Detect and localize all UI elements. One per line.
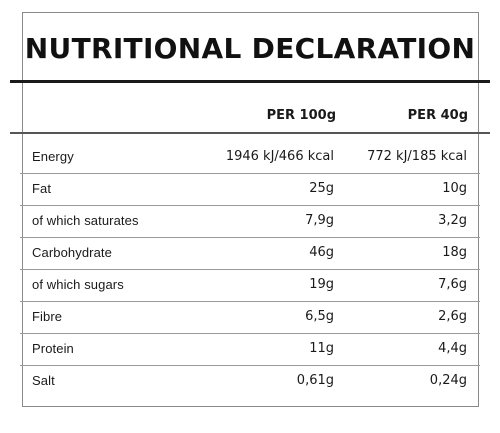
row-divider <box>20 333 480 334</box>
nutrient-label: of which saturates <box>32 213 139 228</box>
value-per-40g: 18g <box>442 245 467 260</box>
nutrient-label: Salt <box>32 373 55 388</box>
nutrition-panel <box>22 12 479 407</box>
table-row: Energy 1946 kJ/466 kcal 772 kJ/185 kcal <box>10 141 467 172</box>
value-per-40g: 4,4g <box>438 341 467 356</box>
column-header-per-100g: PER 100g <box>266 108 336 123</box>
row-divider <box>20 269 480 270</box>
value-per-100g: 1946 kJ/466 kcal <box>225 149 334 164</box>
nutrient-label: Protein <box>32 341 74 356</box>
table-row: of which saturates 7,9g 3,2g <box>10 205 467 236</box>
table-row: Protein 11g 4,4g <box>10 333 467 364</box>
nutrient-label: Energy <box>32 149 74 164</box>
column-header-per-40g: PER 40g <box>407 108 468 123</box>
value-per-40g: 10g <box>442 181 467 196</box>
nutrient-label: Carbohydrate <box>32 245 112 260</box>
table-row: Salt 0,61g 0,24g <box>10 365 467 396</box>
header-divider <box>10 132 490 134</box>
table-row: Fibre 6,5g 2,6g <box>10 301 467 332</box>
page-title: NUTRITIONAL DECLARATION <box>24 32 476 65</box>
value-per-100g: 46g <box>309 245 334 260</box>
value-per-100g: 0,61g <box>296 373 334 388</box>
value-per-100g: 25g <box>309 181 334 196</box>
value-per-40g: 3,2g <box>438 213 467 228</box>
value-per-100g: 11g <box>309 341 334 356</box>
row-divider <box>20 301 480 302</box>
table-row: Fat 25g 10g <box>10 173 467 204</box>
nutrient-label: Fat <box>32 181 52 196</box>
row-divider <box>20 173 480 174</box>
row-divider <box>20 237 480 238</box>
value-per-40g: 772 kJ/185 kcal <box>367 149 467 164</box>
title-divider <box>10 80 490 83</box>
nutrient-label: Fibre <box>32 309 63 324</box>
value-per-40g: 2,6g <box>438 309 467 324</box>
row-divider <box>20 365 480 366</box>
value-per-40g: 7,6g <box>438 277 467 292</box>
table-row: Carbohydrate 46g 18g <box>10 237 467 268</box>
value-per-100g: 6,5g <box>305 309 334 324</box>
row-divider <box>20 205 480 206</box>
value-per-40g: 0,24g <box>429 373 467 388</box>
nutrient-label: of which sugars <box>32 277 124 292</box>
table-row: of which sugars 19g 7,6g <box>10 269 467 300</box>
value-per-100g: 7,9g <box>305 213 334 228</box>
value-per-100g: 19g <box>309 277 334 292</box>
